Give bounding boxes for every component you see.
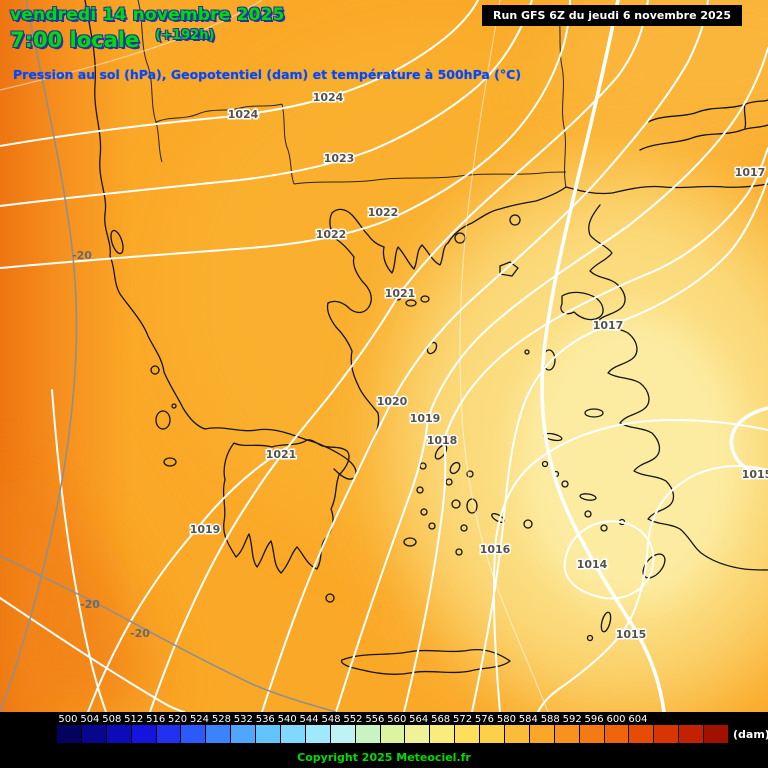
isobar-label: 1023 bbox=[324, 152, 355, 165]
colorbar-swatch bbox=[330, 725, 355, 743]
colorbar-swatch bbox=[206, 725, 231, 743]
colorbar-swatch bbox=[480, 725, 505, 743]
colorbar-swatch bbox=[430, 725, 455, 743]
colorbar-value: 524 bbox=[189, 714, 210, 725]
colorbar-value: 520 bbox=[168, 714, 188, 725]
colorbar-value: 552 bbox=[343, 714, 363, 725]
colorbar-swatch bbox=[181, 725, 206, 743]
weather-map: 1024 1024 1023 1022 1022 1021 1021 1020 … bbox=[0, 0, 768, 712]
colorbar-swatch bbox=[156, 725, 181, 743]
isobar-labels: 1024 1024 1023 1022 1022 1021 1021 1020 … bbox=[188, 90, 768, 643]
colorbar-swatch bbox=[405, 725, 430, 743]
colorbar-swatch bbox=[355, 725, 380, 743]
colorbar-unit: (dam) bbox=[733, 728, 768, 741]
colorbar-value: 576 bbox=[474, 714, 495, 725]
colorbar-value: 500 bbox=[58, 714, 78, 725]
colorbar-swatch bbox=[629, 725, 654, 743]
isobar-label: 1017 bbox=[593, 319, 624, 332]
isobar-label: 1022 bbox=[368, 206, 399, 219]
colorbar-value: 528 bbox=[211, 714, 231, 725]
coastlines bbox=[84, 0, 768, 675]
colorbar-value: 504 bbox=[80, 714, 100, 725]
colorbar-swatch bbox=[529, 725, 554, 743]
colorbar-swatch bbox=[679, 725, 704, 743]
colorbar-swatches bbox=[57, 725, 729, 743]
colorbar-value: 588 bbox=[540, 714, 560, 725]
colorbar-value: 584 bbox=[518, 714, 538, 725]
isobar-label: 1016 bbox=[480, 543, 511, 556]
map-parameters-title: Pression au sol (hPa), Geopotentiel (dam… bbox=[13, 67, 522, 82]
colorbar-swatch bbox=[554, 725, 579, 743]
islands bbox=[110, 214, 666, 642]
colorbar-values: 500 504 508 512 516 520 524 528 532 536 540 544 548 5… bbox=[57, 714, 649, 725]
temperature-label: -20 bbox=[72, 249, 92, 262]
colorbar-value: 556 bbox=[365, 714, 385, 725]
colorbar-value: 564 bbox=[409, 714, 429, 725]
legend-strip: 500 504 508 512 516 520 524 528 532 536 540 544 548 5… bbox=[0, 712, 768, 768]
colorbar-value: 512 bbox=[124, 714, 144, 725]
colorbar-swatch bbox=[654, 725, 679, 743]
isobar-label: 1024 bbox=[313, 91, 344, 104]
colorbar-value: 596 bbox=[584, 714, 604, 725]
isobar-label: 1019 bbox=[410, 412, 441, 425]
colorbar-swatch bbox=[505, 725, 529, 743]
forecast-date: vendredi 14 novembre 2025 bbox=[10, 5, 285, 25]
colorbar-value: 544 bbox=[299, 714, 319, 725]
colorbar-swatch bbox=[704, 725, 729, 743]
colorbar-swatch bbox=[281, 725, 305, 743]
colorbar-value: 592 bbox=[562, 714, 582, 725]
main-geopotential-line bbox=[540, 0, 768, 712]
colorbar-value: 508 bbox=[102, 714, 122, 725]
colorbar-swatch bbox=[256, 725, 281, 743]
colorbar-swatch bbox=[131, 725, 156, 743]
isobar-label: 1024 bbox=[228, 108, 259, 121]
colorbar-value: 560 bbox=[387, 714, 407, 725]
colorbar-value: 572 bbox=[453, 714, 473, 725]
forecast-time-text: 7:00 locale bbox=[10, 28, 140, 52]
colorbar-value: 516 bbox=[146, 714, 166, 725]
temperature-lines bbox=[0, 0, 337, 712]
isobar-label: 1020 bbox=[377, 395, 408, 408]
isobar-label: 1022 bbox=[316, 228, 347, 241]
colorbar-swatch bbox=[106, 725, 131, 743]
colorbar-swatch bbox=[579, 725, 604, 743]
colorbar-swatch bbox=[380, 725, 405, 743]
colorbar-swatch bbox=[455, 725, 480, 743]
geopotential-fill bbox=[0, 0, 768, 712]
colorbar-swatch bbox=[305, 725, 330, 743]
forecast-time: 7:00 locale (+192h) bbox=[10, 28, 214, 52]
isobar-label: 1021 bbox=[266, 448, 297, 461]
isobar-lines bbox=[0, 0, 768, 712]
isobar-label: 1015 bbox=[616, 628, 647, 641]
isobar-label: 1021 bbox=[385, 287, 416, 300]
isobar-label: 1015 bbox=[742, 468, 768, 481]
temperature-label: -20 bbox=[130, 627, 150, 640]
temperature-label: -20 bbox=[80, 598, 100, 611]
copyright-text: Copyright 2025 Meteociel.fr bbox=[297, 751, 471, 764]
model-run-info: Run GFS 6Z du jeudi 6 novembre 2025 bbox=[482, 5, 742, 26]
isobar-label: 1018 bbox=[427, 434, 458, 447]
isobar-label: 1017 bbox=[735, 166, 766, 179]
colorbar-value: 536 bbox=[255, 714, 275, 725]
isobar-label: 1014 bbox=[577, 558, 608, 571]
temperature-labels: -20 -20 -20 bbox=[72, 249, 150, 640]
isobar-label: 1019 bbox=[190, 523, 221, 536]
colorbar-value: 600 bbox=[606, 714, 626, 725]
forecast-offset: (+192h) bbox=[155, 28, 215, 43]
colorbar-value: 532 bbox=[233, 714, 253, 725]
colorbar-value: 548 bbox=[321, 714, 341, 725]
colorbar-value: 568 bbox=[431, 714, 451, 725]
colorbar-value: 580 bbox=[496, 714, 516, 725]
colorbar-value: 604 bbox=[628, 714, 648, 725]
colorbar-value: 540 bbox=[277, 714, 297, 725]
colorbar-swatch bbox=[57, 725, 81, 743]
colorbar-swatch bbox=[81, 725, 106, 743]
colorbar-swatch bbox=[231, 725, 256, 743]
colorbar-swatch bbox=[604, 725, 629, 743]
